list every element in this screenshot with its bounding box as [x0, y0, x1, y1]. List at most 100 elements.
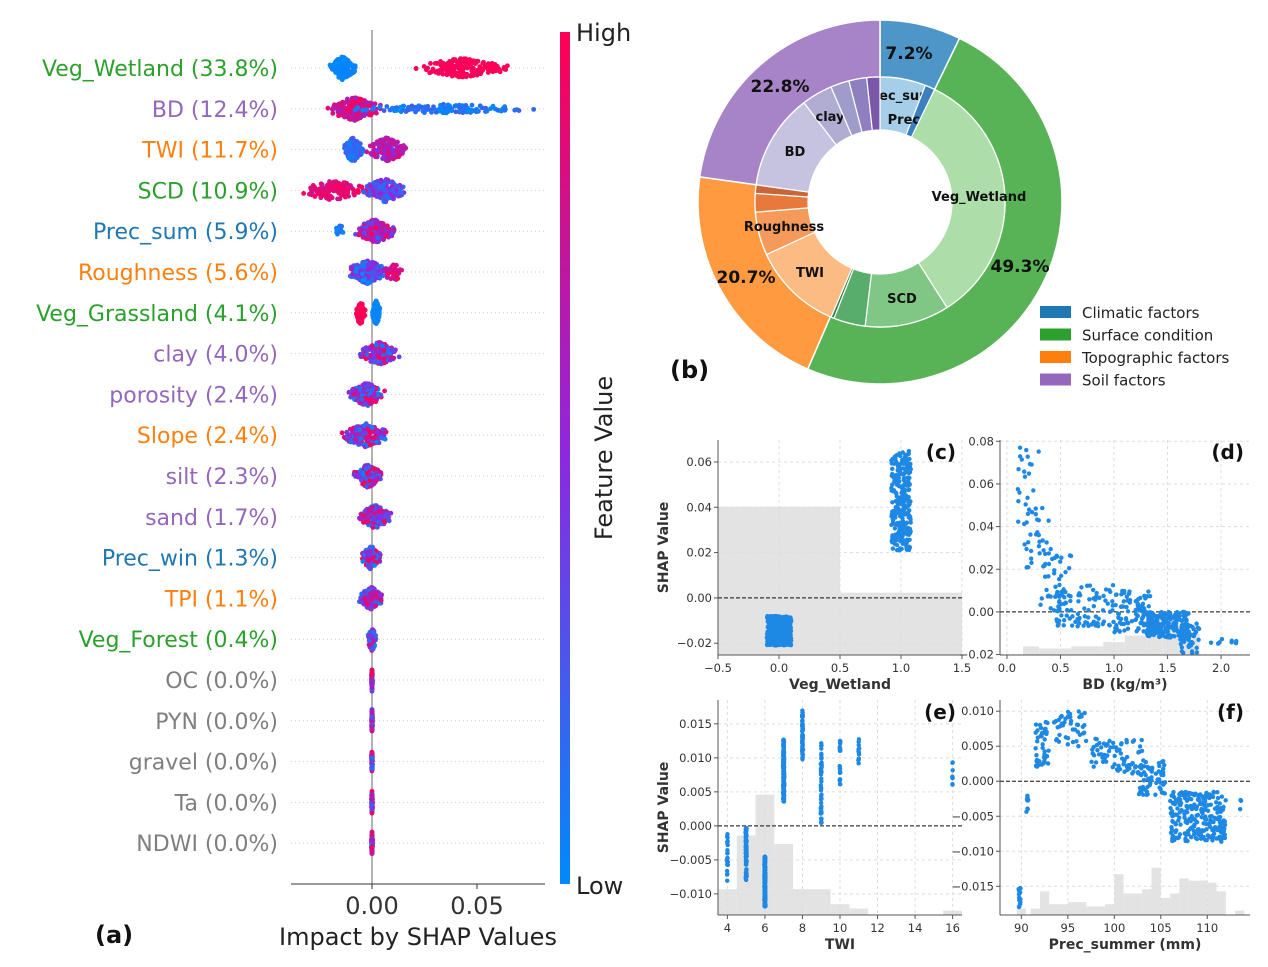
scatter-point	[1103, 587, 1109, 592]
colorbar-high-label: High	[576, 19, 631, 47]
beeswarm-point	[422, 104, 428, 110]
scatter-point	[1046, 518, 1051, 523]
beeswarm-point	[367, 638, 372, 644]
x-tick-label: 1.0	[1105, 661, 1123, 675]
beeswarm-point	[366, 346, 372, 351]
beeswarm-point	[361, 189, 366, 195]
beeswarm-point	[467, 63, 473, 69]
panel-c: −0.5 0.0 0.5 1.0 1.5−0.020.000.020.040.06Veg…	[656, 440, 971, 693]
scatter-point	[1119, 604, 1124, 609]
scatter-point	[1063, 600, 1069, 606]
beeswarm-point	[420, 108, 426, 114]
beeswarm-point	[378, 435, 384, 441]
beeswarm-point	[335, 231, 340, 237]
scatter-point	[1124, 594, 1129, 599]
inner-slice-label: clay	[815, 110, 845, 125]
scatter-point	[895, 506, 901, 511]
beeswarm-point	[357, 516, 363, 522]
scatter-point	[903, 452, 908, 458]
beeswarm-row-18	[368, 788, 375, 816]
beeswarm-point	[319, 182, 325, 188]
beeswarm-point	[365, 236, 371, 242]
beeswarm-point	[369, 829, 375, 835]
beeswarm-point	[386, 146, 392, 152]
feature-label: Slope (2.4%)	[137, 424, 278, 449]
inner-slice-label: SCD	[887, 292, 917, 307]
beeswarm-point	[349, 115, 355, 121]
beeswarm-point	[369, 231, 375, 237]
scatter-point	[1055, 589, 1060, 595]
scatter-point	[1076, 599, 1081, 604]
beeswarm-point	[365, 267, 371, 273]
scatter-point	[1028, 548, 1034, 554]
beeswarm-point	[315, 188, 321, 194]
y-tick-label: −0.02	[677, 636, 712, 650]
scatter-point	[1059, 555, 1064, 560]
beeswarm-point	[429, 109, 434, 115]
scatter-point	[1057, 598, 1062, 604]
beeswarm-point	[370, 646, 375, 652]
beeswarm-point	[370, 629, 376, 635]
beeswarm-point	[371, 192, 377, 198]
scatter-point	[770, 614, 776, 619]
beeswarm-point	[371, 315, 377, 321]
scatter-point	[900, 466, 906, 471]
beeswarm-point	[367, 478, 373, 484]
scatter-point	[901, 503, 906, 509]
beeswarm-point	[364, 438, 370, 444]
beeswarm-point	[360, 347, 366, 352]
scatter-point	[1087, 583, 1093, 588]
scatter-point	[1044, 587, 1049, 593]
scatter-point	[1143, 596, 1148, 601]
beeswarm-point	[377, 348, 383, 354]
beeswarm-point	[368, 112, 374, 118]
scatter-point	[1061, 623, 1066, 628]
beeswarm-point	[301, 191, 307, 196]
beeswarm-point	[497, 68, 503, 74]
beeswarm-point	[346, 106, 352, 112]
scatter-point	[1037, 551, 1042, 556]
scatter-point	[900, 484, 905, 489]
beeswarm-point	[371, 392, 377, 397]
beeswarm-point	[361, 472, 367, 477]
beeswarm-point	[372, 260, 378, 266]
scatter-point	[906, 494, 911, 500]
beeswarm-point	[364, 107, 370, 112]
y-axis-label: SHAP Value	[656, 502, 672, 594]
beeswarm-point	[457, 69, 463, 75]
x-axis-label: Impact by SHAP Values	[279, 923, 557, 951]
beeswarm-point	[369, 388, 375, 394]
outer-slice-label: 22.8%	[751, 77, 810, 97]
beeswarm-point	[495, 64, 500, 69]
histogram-bar	[1039, 648, 1072, 655]
beeswarm-point	[353, 473, 359, 479]
scatter-point	[1040, 538, 1045, 543]
histogram-bar	[1023, 646, 1040, 655]
scatter-point	[904, 520, 910, 525]
beeswarm-point	[327, 194, 332, 200]
x-tick-label: 1.0	[892, 661, 910, 675]
beeswarm-row-8	[346, 381, 387, 408]
colorbar-title: Feature Value	[590, 376, 618, 540]
scatter-point	[1067, 553, 1073, 558]
legend-swatch	[1040, 306, 1071, 318]
legend-swatch	[1040, 351, 1071, 363]
beeswarm-point	[413, 109, 418, 115]
beeswarm-point	[363, 549, 369, 555]
beeswarm-point	[351, 392, 357, 397]
beeswarm-point	[326, 188, 332, 194]
beeswarm-point	[333, 69, 338, 75]
scatter-point	[906, 526, 912, 532]
beeswarm-point	[383, 511, 389, 517]
beeswarm-point	[384, 231, 390, 236]
scatter-point	[1100, 621, 1105, 627]
beeswarm-point	[458, 105, 464, 110]
beeswarm-point	[334, 182, 340, 188]
scatter-point	[890, 546, 896, 551]
beeswarm-point	[364, 100, 370, 106]
scatter-point	[1146, 589, 1151, 594]
beeswarm-point	[360, 271, 365, 277]
beeswarm-row-1	[325, 95, 537, 123]
beeswarm-point	[368, 150, 374, 156]
feature-label: PYN (0.0%)	[155, 710, 278, 735]
